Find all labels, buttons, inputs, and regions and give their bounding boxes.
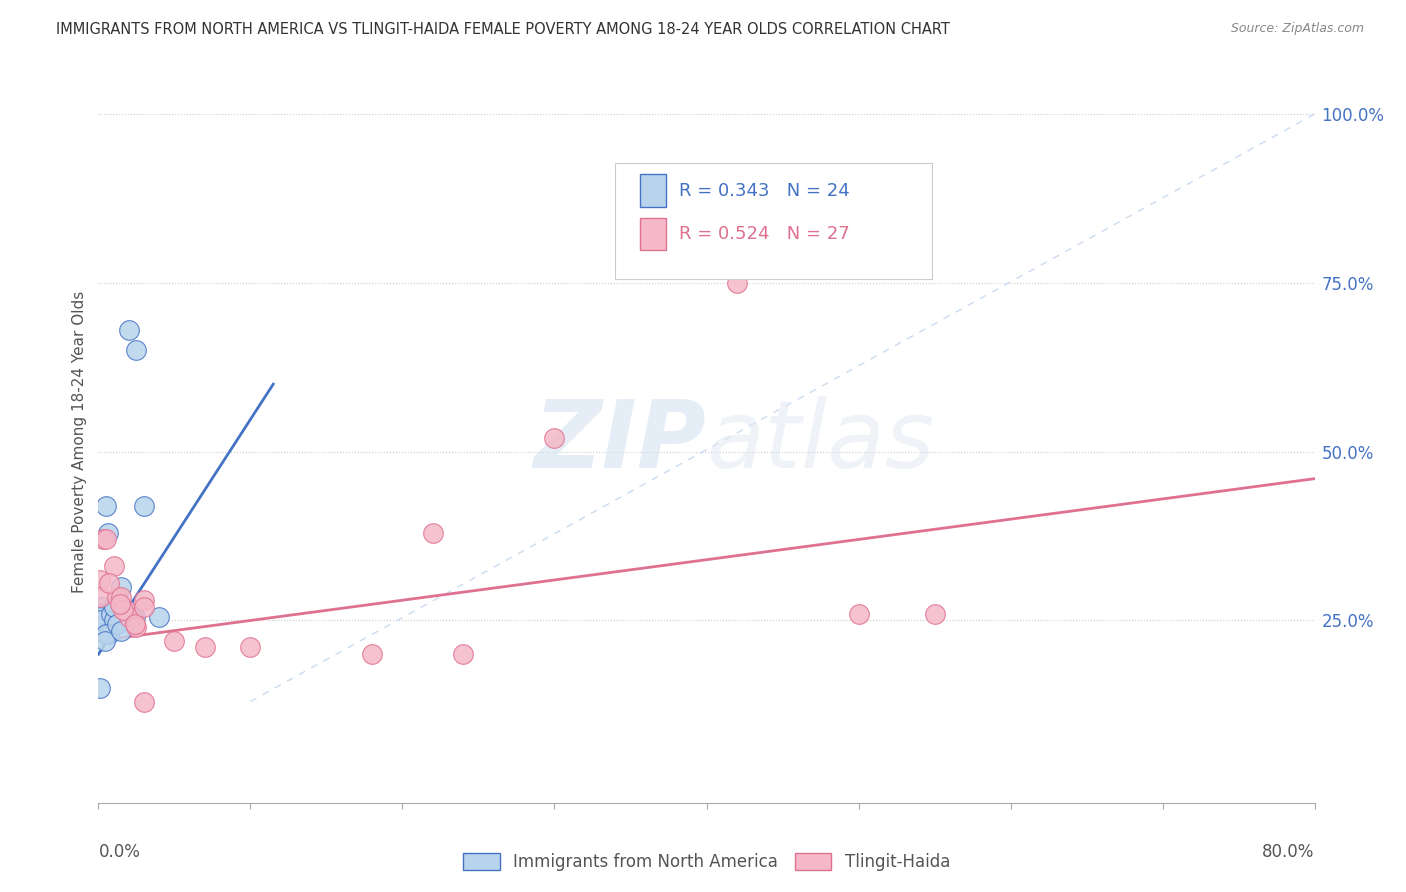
Point (94, 627, 117, 641)
Point (110, 624, 132, 638)
Point (103, 559, 125, 574)
Point (98, 576, 121, 591)
Point (108, 597, 131, 611)
Point (124, 610, 146, 624)
Point (361, 647, 384, 661)
Point (91, 599, 114, 614)
Point (110, 580, 132, 594)
Text: atlas: atlas (707, 396, 935, 487)
Point (105, 616, 128, 631)
Point (148, 610, 170, 624)
Point (118, 610, 141, 624)
Point (91, 533, 114, 547)
Bar (640, 218, 666, 250)
Point (111, 603, 134, 617)
Text: ZIP: ZIP (534, 395, 707, 488)
Bar (640, 174, 666, 207)
Point (725, 276, 748, 290)
Text: R = 0.524   N = 27: R = 0.524 N = 27 (679, 225, 849, 244)
Point (453, 647, 475, 661)
Text: 80.0%: 80.0% (1263, 843, 1315, 861)
Point (89, 573, 111, 587)
Point (422, 525, 444, 540)
Point (118, 614, 141, 628)
Text: IMMIGRANTS FROM NORTH AMERICA VS TLINGIT-HAIDA FEMALE POVERTY AMONG 18-24 YEAR O: IMMIGRANTS FROM NORTH AMERICA VS TLINGIT… (56, 22, 950, 37)
Point (103, 599, 125, 614)
Point (90, 607, 112, 621)
Point (543, 431, 565, 445)
Point (89, 590, 111, 604)
Point (103, 614, 125, 628)
Point (194, 640, 217, 655)
Text: Source: ZipAtlas.com: Source: ZipAtlas.com (1230, 22, 1364, 36)
Point (94, 533, 117, 547)
Point (98, 627, 121, 641)
Point (132, 694, 155, 708)
Point (89, 681, 111, 695)
Point (132, 593, 155, 607)
Point (93, 633, 115, 648)
Point (100, 607, 122, 621)
Point (125, 620, 148, 634)
Text: R = 0.343   N = 24: R = 0.343 N = 24 (679, 182, 849, 200)
Point (114, 603, 136, 617)
Point (89, 610, 111, 624)
Point (121, 610, 143, 624)
Point (118, 323, 141, 337)
Point (239, 640, 262, 655)
Point (114, 603, 136, 617)
Legend: Immigrants from North America, Tlingit-Haida: Immigrants from North America, Tlingit-H… (457, 846, 956, 878)
Point (94, 499, 117, 513)
Point (924, 607, 946, 621)
Point (105, 590, 128, 604)
Point (848, 607, 870, 621)
Y-axis label: Female Poverty Among 18-24 Year Olds: Female Poverty Among 18-24 Year Olds (72, 291, 87, 592)
Point (163, 633, 186, 648)
Point (132, 599, 155, 614)
Point (110, 590, 132, 604)
Point (132, 499, 155, 513)
Point (125, 343, 148, 358)
Point (96, 525, 118, 540)
Point (90, 614, 112, 628)
FancyBboxPatch shape (616, 163, 932, 279)
Point (124, 616, 146, 631)
Text: 0.0%: 0.0% (98, 843, 141, 861)
